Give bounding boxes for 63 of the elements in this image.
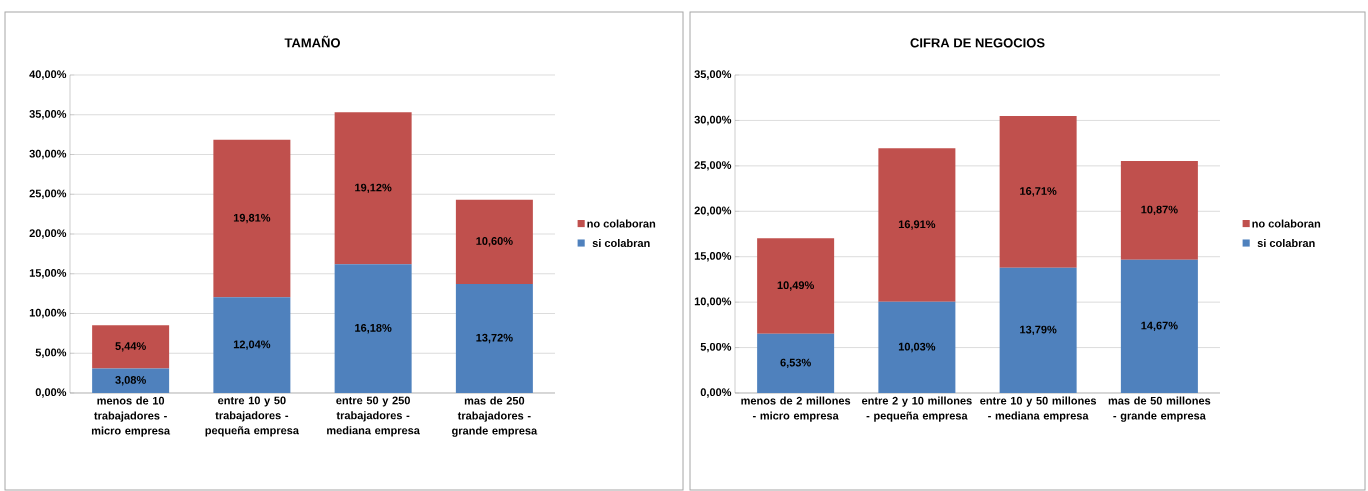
data-label: 3,08% xyxy=(115,376,146,386)
y-tick-label: 15,00% xyxy=(694,252,732,262)
data-label: 10,60% xyxy=(476,237,513,247)
bar xyxy=(999,267,1077,393)
data-label: 10,87% xyxy=(1141,205,1178,216)
x-tick-label: mas de 50 millones - grande empresa xyxy=(1108,396,1211,422)
data-label: 13,79% xyxy=(1020,325,1057,336)
chart-title: TAMAÑO xyxy=(284,35,340,48)
x-tick-label: entre 10 y 50 trabajadores - pequeña empresa xyxy=(205,396,300,437)
x-tick-label: mas de 250 trabajadores - grande empresa xyxy=(452,396,538,437)
data-label: 14,67% xyxy=(1141,321,1178,332)
data-label: 19,12% xyxy=(355,183,392,194)
y-tick-label: 5,00% xyxy=(700,342,732,353)
bar xyxy=(92,325,170,369)
y-tick-label: 20,00% xyxy=(29,229,67,239)
bar xyxy=(999,115,1077,268)
bar xyxy=(334,112,412,265)
x-tick-label: menos de 2 millones - micro empresa xyxy=(741,396,851,422)
legend-label: si colabran xyxy=(592,239,650,248)
y-tick-label: 35,00% xyxy=(694,70,732,80)
y-tick-label: 30,00% xyxy=(694,115,732,126)
data-label: 16,71% xyxy=(1020,187,1057,197)
data-label: 19,81% xyxy=(233,213,271,224)
bar xyxy=(757,333,835,393)
legend-label: si colabran xyxy=(1257,239,1315,248)
chart-title: CIFRA DE NEGOCIOS xyxy=(910,38,1045,48)
legend-label: no colaboran xyxy=(1252,219,1321,228)
y-tick-label: 0,00% xyxy=(700,388,732,398)
data-label: 10,03% xyxy=(898,342,936,353)
bar xyxy=(92,368,170,393)
bar xyxy=(878,301,956,393)
bar xyxy=(213,297,291,393)
bar xyxy=(455,199,533,284)
data-label: 16,91% xyxy=(898,220,936,230)
y-tick-label: 10,00% xyxy=(29,308,67,319)
data-label: 16,18% xyxy=(355,324,392,334)
y-tick-label: 35,00% xyxy=(29,110,67,120)
x-tick-label: entre 50 y 250 trabajadores - mediana empresa xyxy=(327,396,420,437)
y-tick-label: 25,00% xyxy=(29,189,67,199)
bar xyxy=(757,238,835,334)
bar xyxy=(334,264,412,393)
data-label: 5,44% xyxy=(115,342,146,352)
legend-label: no colaboran xyxy=(587,219,656,228)
y-tick-label: 30,00% xyxy=(29,149,67,160)
y-tick-label: 15,00% xyxy=(29,269,67,279)
y-tick-label: 25,00% xyxy=(694,161,732,171)
x-tick-label: entre 2 y 10 millones - pequeña empresa xyxy=(861,396,972,422)
data-label: 6,53% xyxy=(780,358,811,369)
bar xyxy=(1120,160,1198,260)
y-tick-label: 40,00% xyxy=(29,70,67,80)
data-label: 12,04% xyxy=(233,340,271,350)
bar xyxy=(455,283,533,393)
y-tick-label: 5,00% xyxy=(35,348,67,358)
y-tick-label: 20,00% xyxy=(694,206,732,216)
x-tick-label: entre 10 y 50 millones - mediana empresa xyxy=(980,396,1097,422)
y-tick-label: 10,00% xyxy=(694,297,732,307)
x-tick-label: menos de 10 trabajadores - micro empresa xyxy=(91,396,171,437)
bar xyxy=(213,139,291,298)
bar xyxy=(1120,259,1198,393)
y-tick-label: 0,00% xyxy=(35,388,67,398)
data-label: 10,49% xyxy=(777,281,814,291)
data-label: 13,72% xyxy=(476,333,513,344)
bar xyxy=(878,148,956,302)
